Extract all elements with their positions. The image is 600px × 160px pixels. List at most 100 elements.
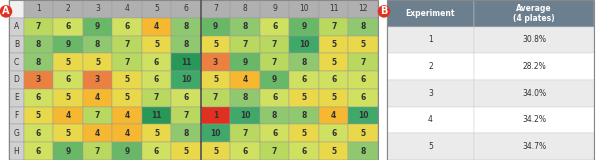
Bar [260, 71, 289, 89]
Bar [24, 107, 53, 124]
Bar [319, 18, 349, 36]
Bar [289, 124, 319, 142]
Text: 28.2%: 28.2% [522, 62, 546, 71]
Text: 30.8%: 30.8% [522, 36, 546, 44]
Bar [24, 18, 53, 36]
Bar [474, 0, 594, 27]
Bar [230, 89, 260, 107]
Bar [387, 53, 474, 80]
Bar [289, 71, 319, 89]
Text: 4: 4 [242, 76, 248, 84]
Text: E: E [14, 93, 19, 102]
Bar [142, 107, 172, 124]
Bar [387, 107, 474, 133]
Text: 5: 5 [428, 142, 433, 151]
Text: 7: 7 [36, 22, 41, 31]
Text: 8: 8 [302, 58, 307, 67]
Text: B: B [380, 6, 388, 16]
Bar [9, 124, 24, 142]
Text: 3: 3 [213, 58, 218, 67]
Text: 6: 6 [36, 129, 41, 138]
Text: 8: 8 [95, 40, 100, 49]
Bar [319, 0, 349, 18]
Text: 8: 8 [36, 40, 41, 49]
Bar [9, 89, 24, 107]
Bar [142, 124, 172, 142]
Bar [9, 71, 24, 89]
Text: 8: 8 [302, 111, 307, 120]
Text: 34.0%: 34.0% [522, 89, 546, 98]
Text: 3: 3 [95, 76, 100, 84]
Bar [319, 71, 349, 89]
Text: 11: 11 [151, 111, 162, 120]
Bar [9, 142, 24, 160]
Text: 9: 9 [272, 4, 277, 13]
Bar [349, 0, 378, 18]
Bar [230, 18, 260, 36]
Bar [349, 142, 378, 160]
Text: 10: 10 [299, 40, 310, 49]
Bar [260, 18, 289, 36]
Text: 5: 5 [65, 93, 71, 102]
Bar [24, 0, 53, 18]
Text: 10: 10 [211, 129, 221, 138]
Bar [53, 36, 83, 53]
Text: B: B [14, 40, 19, 49]
Bar [24, 89, 53, 107]
Text: H: H [14, 147, 19, 156]
Bar [142, 53, 172, 71]
Bar [349, 107, 378, 124]
Bar [172, 89, 201, 107]
Text: 6: 6 [124, 22, 130, 31]
Text: 5: 5 [65, 58, 71, 67]
Bar [230, 124, 260, 142]
Text: 5: 5 [331, 40, 336, 49]
Bar [24, 53, 53, 71]
Text: G: G [13, 129, 19, 138]
Text: 1: 1 [213, 111, 218, 120]
Text: 9: 9 [65, 40, 71, 49]
Text: 5: 5 [302, 93, 307, 102]
Text: 9: 9 [95, 22, 100, 31]
Text: 4: 4 [124, 111, 130, 120]
Bar [230, 71, 260, 89]
Bar [53, 0, 83, 18]
Text: 10: 10 [358, 111, 368, 120]
Bar [260, 107, 289, 124]
Text: 7: 7 [272, 147, 277, 156]
Bar [142, 0, 172, 18]
Bar [387, 80, 474, 107]
Text: 4: 4 [428, 116, 433, 124]
Text: 8: 8 [361, 147, 366, 156]
Text: 5: 5 [125, 76, 130, 84]
Bar [83, 89, 112, 107]
Text: 4: 4 [95, 93, 100, 102]
Text: 3: 3 [95, 4, 100, 13]
Bar [53, 107, 83, 124]
Text: 6: 6 [242, 147, 248, 156]
Bar [319, 124, 349, 142]
Text: 7: 7 [213, 4, 218, 13]
Bar [172, 53, 201, 71]
Text: 6: 6 [184, 93, 189, 102]
Text: F: F [14, 111, 19, 120]
Text: 4: 4 [65, 111, 71, 120]
Text: 6: 6 [184, 4, 188, 13]
Text: 4: 4 [125, 4, 130, 13]
Text: 9: 9 [272, 76, 277, 84]
Bar [319, 142, 349, 160]
Text: 10: 10 [181, 76, 191, 84]
Text: 6: 6 [65, 22, 71, 31]
Text: 5: 5 [213, 40, 218, 49]
Text: 6: 6 [272, 93, 277, 102]
Bar [349, 71, 378, 89]
Text: 7: 7 [124, 40, 130, 49]
Bar [260, 0, 289, 18]
Bar [349, 124, 378, 142]
Text: 34.2%: 34.2% [522, 116, 546, 124]
Text: 4: 4 [95, 129, 100, 138]
Bar [349, 18, 378, 36]
Bar [387, 0, 474, 27]
Text: 7: 7 [242, 129, 248, 138]
Bar [112, 124, 142, 142]
